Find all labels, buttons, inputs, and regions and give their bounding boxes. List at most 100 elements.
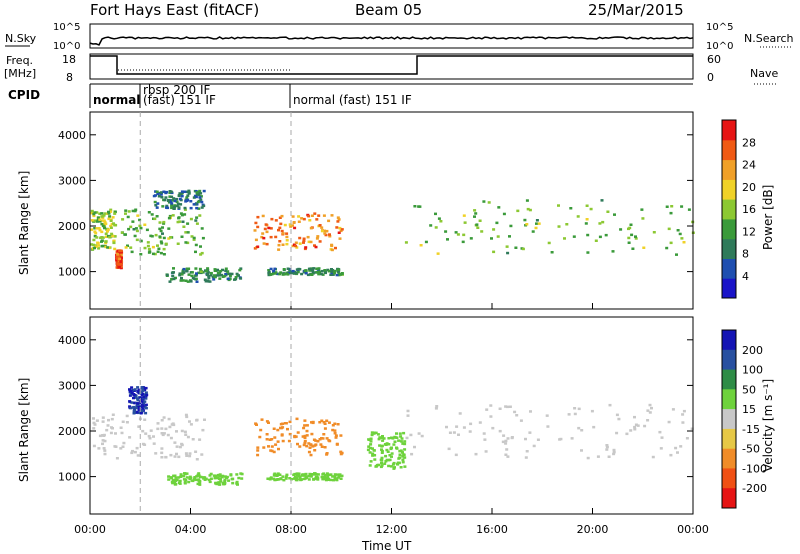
velocity-cell (143, 400, 147, 403)
power-cell (172, 205, 176, 208)
velocity-cell (265, 433, 269, 436)
velocity-cell (384, 460, 388, 463)
velocity-cell (256, 446, 260, 449)
power-cell (274, 219, 278, 222)
velocity-cell (445, 425, 448, 429)
power-cell (586, 251, 590, 254)
nave-tick-bottom: 0 (707, 71, 714, 84)
velocity-cell (172, 423, 176, 427)
power-cell (487, 201, 491, 204)
velocity-cell (174, 476, 178, 479)
velocity-data-layer (92, 386, 694, 486)
velocity-cell (214, 474, 218, 477)
velocity-cell (184, 433, 188, 436)
velocity-cell (160, 432, 164, 435)
power-cell (547, 241, 551, 245)
velocity-cell (144, 397, 148, 400)
power-cell (100, 230, 104, 234)
power-cell (170, 204, 174, 207)
velocity-cell (648, 403, 652, 407)
power-cell (277, 228, 280, 232)
velocity-cell (403, 456, 407, 459)
power-cell (171, 199, 175, 202)
power-cell (167, 216, 171, 220)
velocity-cell (484, 450, 488, 453)
power-cell (318, 270, 321, 273)
velocity-cell (121, 420, 125, 423)
power-cell (201, 236, 205, 240)
power-cell (640, 208, 644, 211)
velocity-cell (144, 411, 148, 415)
velocity-cell (478, 421, 482, 424)
velocity-cell (333, 475, 337, 478)
velocity-cell (455, 425, 459, 428)
velocity-cell (372, 449, 376, 452)
power-cell (336, 270, 340, 273)
velocity-cell (97, 447, 101, 450)
power-cell (139, 226, 143, 230)
power-cell (521, 247, 525, 251)
velocity-cell (207, 478, 211, 482)
power-cell (290, 271, 293, 275)
power-cell (509, 224, 513, 228)
velocity-cell (671, 408, 675, 411)
velocity-cell (394, 436, 398, 439)
power-cell (516, 209, 520, 213)
power-cell (189, 206, 193, 210)
power-cell (156, 250, 160, 253)
velocity-cell (385, 442, 389, 445)
cpid-segment-rbsp: rbsp 200 IF (143, 83, 210, 97)
power-cell (311, 270, 315, 274)
velocity-cell (393, 466, 396, 469)
velocity-cell (179, 475, 183, 478)
velocity-cell (143, 405, 147, 409)
velocity-cell (370, 433, 374, 437)
power-cell (333, 271, 336, 275)
power-cell (495, 221, 499, 225)
power-cell (135, 229, 139, 233)
power-cell (418, 205, 422, 208)
power-cell (198, 267, 202, 271)
power-cell (194, 250, 197, 254)
velocity-cell (132, 396, 135, 400)
power-cell (126, 244, 129, 247)
velocity-cell (130, 401, 134, 404)
power-cell (528, 208, 532, 212)
colorbar-tick-label: -100 (742, 462, 767, 475)
velocity-cell (267, 445, 270, 448)
power-cell (531, 230, 535, 233)
power-cell (627, 227, 630, 231)
velocity-cell (448, 431, 452, 434)
power-cell (286, 267, 290, 270)
power-cell (192, 236, 196, 240)
power-cell (153, 200, 157, 204)
power-cell (224, 273, 228, 276)
power-cell (189, 217, 193, 221)
velocity-cell (217, 477, 221, 481)
power-cell (288, 269, 292, 272)
power-cell (315, 218, 319, 221)
colorbar-swatch (722, 238, 736, 259)
power-cell (194, 267, 198, 270)
velocity-cell (338, 473, 342, 476)
power-cell (131, 220, 135, 223)
velocity-cell (262, 446, 266, 449)
velocity-cell (136, 390, 140, 393)
power-cell (272, 272, 276, 275)
velocity-cell (185, 415, 189, 419)
velocity-cell (399, 435, 403, 438)
power-cell (239, 267, 243, 270)
power-cell (584, 222, 588, 225)
power-cell (277, 243, 281, 247)
velocity-cell (397, 439, 401, 442)
power-cell (97, 227, 101, 230)
power-cell (454, 231, 458, 234)
power-cell (177, 216, 181, 219)
power-cell (108, 215, 112, 218)
velocity-cell (270, 445, 274, 448)
power-cell (525, 199, 529, 202)
power-cell (292, 221, 296, 224)
velocity-cell (148, 437, 152, 440)
velocity-cell (395, 446, 398, 449)
velocity-cell (498, 429, 502, 433)
